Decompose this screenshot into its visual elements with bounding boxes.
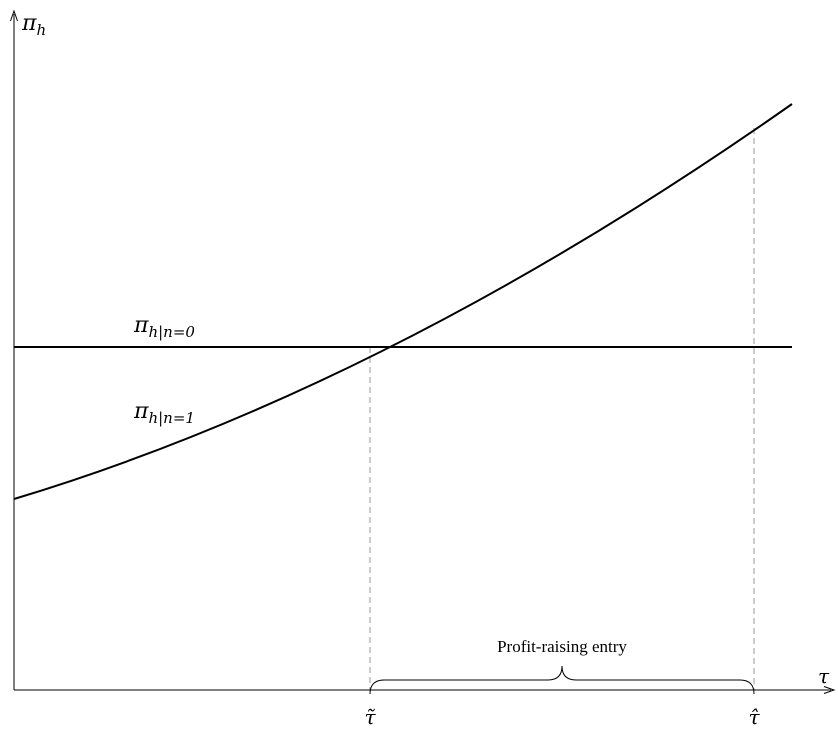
- tau-tilde-label: τ̃: [364, 705, 376, 729]
- x-axis-label: τ: [818, 664, 830, 688]
- no-entry-curve-label: πh|n=0: [133, 313, 195, 341]
- x-axis-arrow: [823, 686, 836, 694]
- y-axis-label: πh: [21, 11, 46, 39]
- tau-hat-label: τ̂: [748, 705, 760, 729]
- y-axis-arrow: [10, 9, 18, 22]
- entry-curve-label: πh|n=1: [133, 399, 195, 427]
- profit-raising-brace: [369, 665, 755, 695]
- profit-raising-entry-label: Profit-raising entry: [497, 637, 627, 656]
- profit-entry-curve: [13, 103, 793, 500]
